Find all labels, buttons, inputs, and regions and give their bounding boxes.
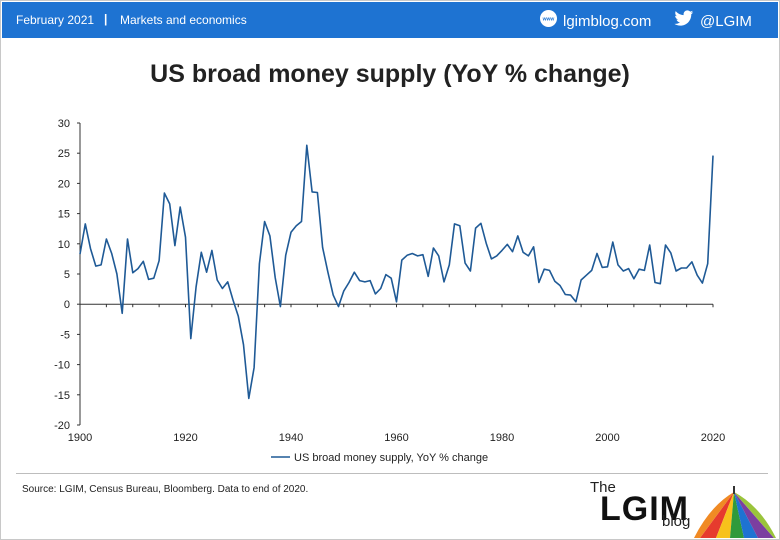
y-tick-label: 5	[64, 269, 70, 281]
umbrella-icon	[694, 486, 776, 538]
y-tick-label: -10	[54, 360, 70, 372]
y-tick-label: 20	[58, 178, 70, 190]
y-tick-label: -5	[60, 329, 70, 341]
chart-title: US broad money supply (YoY % change)	[150, 60, 630, 88]
chart-legend: US broad money supply, YoY % change	[271, 452, 488, 464]
y-tick-label: -20	[54, 420, 70, 432]
y-tick-label: 15	[58, 209, 70, 221]
y-tick-label: 10	[58, 239, 70, 251]
globe-www-icon: www	[540, 10, 557, 32]
chart-marks	[79, 144, 714, 400]
series-line	[79, 144, 714, 400]
logo-lgim: LGIM	[600, 490, 689, 528]
svg-text:www: www	[542, 17, 555, 23]
twitter-link[interactable]: @LGIM	[674, 10, 752, 32]
y-tick-label: 0	[64, 299, 70, 311]
y-tick-label: 25	[58, 148, 70, 160]
source-note: Source: LGIM, Census Bureau, Bloomberg. …	[22, 484, 309, 495]
twitter-handle: @LGIM	[700, 12, 752, 30]
x-tick-label: 1960	[384, 432, 408, 444]
logo-the: The	[590, 479, 616, 496]
x-tick-label: 1920	[173, 432, 197, 444]
header-bar: February 2021 | Markets and economics ww…	[2, 2, 778, 38]
site-link[interactable]: www lgimblog.com	[540, 10, 651, 32]
x-tick-label: 1980	[490, 432, 514, 444]
header-section[interactable]: Markets and economics	[120, 13, 247, 27]
header-separator: |	[104, 12, 108, 26]
y-tick-label: -15	[54, 390, 70, 402]
x-tick-label: 2020	[701, 432, 725, 444]
twitter-bird-icon	[674, 10, 694, 32]
logo-blog: blog	[662, 513, 691, 530]
footer-rule	[16, 473, 768, 474]
x-tick-label: 1900	[68, 432, 92, 444]
header-date: February 2021	[16, 13, 95, 27]
site-label: lgimblog.com	[563, 12, 652, 30]
x-tick-label: 1940	[279, 432, 303, 444]
legend-label: US broad money supply, YoY % change	[294, 452, 488, 464]
x-tick-label: 2000	[595, 432, 619, 444]
y-tick-label: 30	[58, 118, 70, 130]
